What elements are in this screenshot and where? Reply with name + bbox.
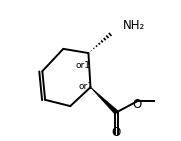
Text: or1: or1 xyxy=(76,61,91,70)
Text: or1: or1 xyxy=(79,82,94,91)
Text: O: O xyxy=(112,126,121,139)
Polygon shape xyxy=(90,87,118,114)
Text: O: O xyxy=(133,98,142,111)
Text: NH₂: NH₂ xyxy=(123,19,146,32)
